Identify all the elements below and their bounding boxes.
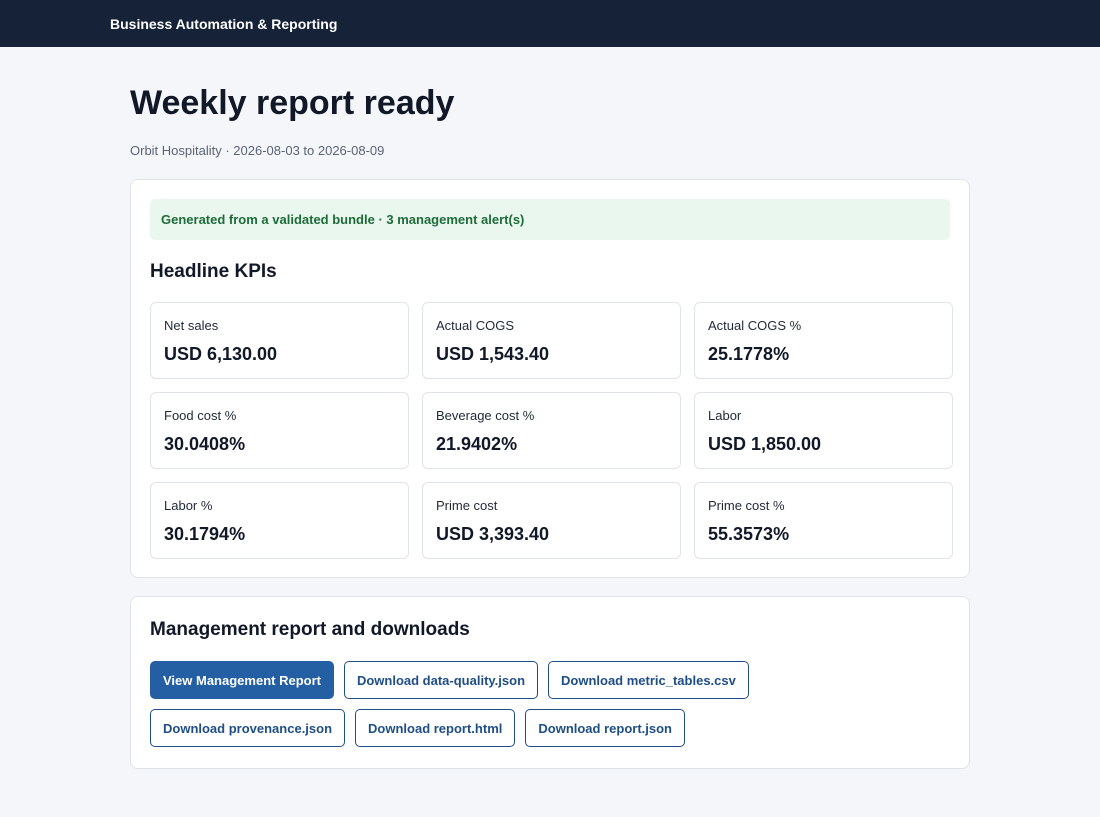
kpi-value: USD 1,850.00 [708,434,822,454]
kpi-tile-net-sales: Net sales USD 6,130.00 [150,302,409,379]
kpi-tile-beverage-cost-percent: Beverage cost % 21.9402% [422,392,681,469]
download-provenance-json-button[interactable]: Download provenance.json [150,709,346,747]
kpi-value: 55.3573% [708,524,790,544]
kpi-tile-labor-percent: Labor % 30.1794% [150,482,409,559]
kpi-label: Labor [708,408,742,423]
page-title: Weekly report ready [130,84,455,122]
kpi-grid: Net sales USD 6,130.00 Actual COGS USD 1… [150,302,953,559]
kpi-card: Generated from a validated bundle · 3 ma… [130,179,970,578]
kpi-label: Net sales [164,318,219,333]
top-navigation-bar: Business Automation & Reporting [0,0,1100,47]
download-data-quality-json-button[interactable]: Download data-quality.json [343,661,539,699]
main-content: Weekly report ready Orbit Hospitality · … [130,83,970,769]
download-metric-tables-csv-button[interactable]: Download metric_tables.csv [548,661,749,699]
page-subtitle: Orbit Hospitality · 2026-08-03 to 2026-0… [130,143,385,158]
downloads-button-group: View Management Report Download data-qua… [150,661,950,747]
kpi-label: Labor % [164,498,213,513]
kpi-value: USD 3,393.40 [436,524,550,544]
downloads-section-heading: Management report and downloads [150,619,470,640]
kpi-value: 30.0408% [164,434,246,454]
kpi-value: USD 6,130.00 [164,344,278,364]
kpi-tile-prime-cost-percent: Prime cost % 55.3573% [694,482,953,559]
kpi-label: Beverage cost % [436,408,535,423]
kpi-value: USD 1,543.40 [436,344,550,364]
kpi-tile-actual-cogs: Actual COGS USD 1,543.40 [422,302,681,379]
kpi-label: Actual COGS % [708,318,802,333]
kpi-label: Food cost % [164,408,237,423]
kpi-tile-food-cost-percent: Food cost % 30.0408% [150,392,409,469]
kpi-label: Prime cost % [708,498,785,513]
download-report-json-button[interactable]: Download report.json [525,709,685,747]
app-brand-title[interactable]: Business Automation & Reporting [110,15,338,32]
kpi-value: 30.1794% [164,524,246,544]
download-report-html-button[interactable]: Download report.html [355,709,516,747]
kpi-value: 25.1778% [708,344,790,364]
kpi-label: Prime cost [436,498,498,513]
kpi-label: Actual COGS [436,318,515,333]
success-alert: Generated from a validated bundle · 3 ma… [150,199,950,240]
view-management-report-button[interactable]: View Management Report [150,661,334,699]
downloads-card: Management report and downloads View Man… [130,596,970,769]
kpi-tile-labor: Labor USD 1,850.00 [694,392,953,469]
kpi-section-heading: Headline KPIs [150,261,277,282]
kpi-tile-actual-cogs-percent: Actual COGS % 25.1778% [694,302,953,379]
kpi-value: 21.9402% [436,434,518,454]
kpi-tile-prime-cost: Prime cost USD 3,393.40 [422,482,681,559]
